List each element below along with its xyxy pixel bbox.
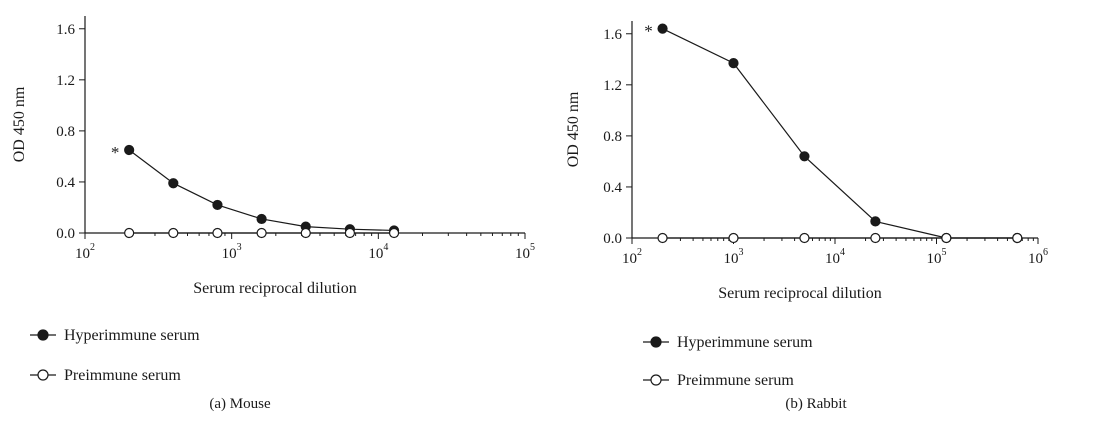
preimmune-data-point: [799, 232, 810, 244]
panel-caption: (a) Mouse: [209, 396, 271, 412]
hyperimmune-data-point: [870, 216, 881, 227]
chart-panel-b: 0.0 0.4 0.8 1.2 1.6 102 103 104 105 106 Serum reci…: [565, 21, 1048, 412]
preimmune-data-point: [300, 227, 311, 239]
x-tick-label: 102: [622, 247, 642, 267]
chart-panel-a: 0.0 0.4 0.8 1.2 1.6 102 103 104 105 Serum recipro…: [11, 16, 535, 412]
preimmune-data-point: [388, 227, 400, 239]
y-tick-label: 0.8: [603, 129, 622, 145]
y-tick-label: 0.4: [603, 180, 622, 196]
hyperimmune-data-point: [256, 213, 267, 225]
x-axis-title: Serum reciprocal dilution: [193, 280, 357, 297]
y-axis-title: OD 450 nm: [11, 86, 28, 162]
y-axis-title: OD 450 nm: [565, 91, 582, 167]
series-line-hyperimmune: [662, 28, 1018, 239]
preimmune-data-point: [657, 232, 668, 244]
y-tick-label: 0.0: [56, 226, 75, 242]
x-tick-label: 103: [222, 242, 242, 262]
legend-label: Hyperimmune serum: [64, 327, 200, 344]
preimmune-data-point: [728, 232, 739, 244]
preimmune-data-point: [1012, 232, 1023, 244]
y-tick-label: 1.6: [603, 27, 622, 43]
x-axis-title: Serum reciprocal dilution: [718, 285, 882, 302]
preimmune-data-point: [941, 232, 952, 244]
legend-label: Preimmune serum: [64, 367, 181, 384]
x-tick-label: 105: [927, 247, 947, 267]
y-tick-label: 1.2: [56, 73, 75, 89]
preimmune-data-point: [256, 227, 267, 239]
preimmune-data-point: [124, 227, 135, 239]
x-tick-label: 106: [1028, 247, 1048, 267]
panel-caption: (b) Rabbit: [785, 396, 847, 412]
y-tick-label: 0.8: [56, 124, 75, 140]
hyperimmune-data-point: [124, 144, 135, 156]
preimmune-data-point: [212, 227, 223, 239]
legend-filled-circle-icon: [37, 329, 49, 341]
hyperimmune-data-point: [212, 199, 223, 211]
hyperimmune-data-point: [799, 151, 810, 162]
hyperimmune-data-point: [728, 58, 739, 69]
y-tick-label: 1.6: [56, 22, 75, 38]
legend-open-circle-icon: [650, 374, 662, 386]
preimmune-data-point: [168, 227, 179, 239]
significance-asterisk: *: [111, 143, 120, 162]
legend-label: Preimmune serum: [677, 372, 794, 389]
x-tick-label: 104: [825, 247, 845, 267]
preimmune-data-point: [870, 232, 881, 244]
y-tick-label: 0.0: [603, 231, 622, 247]
hyperimmune-data-point: [657, 23, 668, 34]
preimmune-data-point: [344, 227, 356, 239]
x-tick-label: 102: [75, 242, 95, 262]
y-tick-label: 1.2: [603, 78, 622, 94]
y-tick-label: 0.4: [56, 175, 75, 191]
significance-asterisk: *: [644, 22, 653, 41]
legend-filled-circle-icon: [650, 336, 662, 348]
x-tick-label: 103: [724, 247, 744, 267]
hyperimmune-data-point: [168, 178, 179, 189]
x-tick-label: 105: [515, 242, 535, 262]
x-tick-label: 104: [368, 242, 388, 262]
legend-open-circle-icon: [37, 369, 49, 381]
legend-label: Hyperimmune serum: [677, 334, 813, 351]
